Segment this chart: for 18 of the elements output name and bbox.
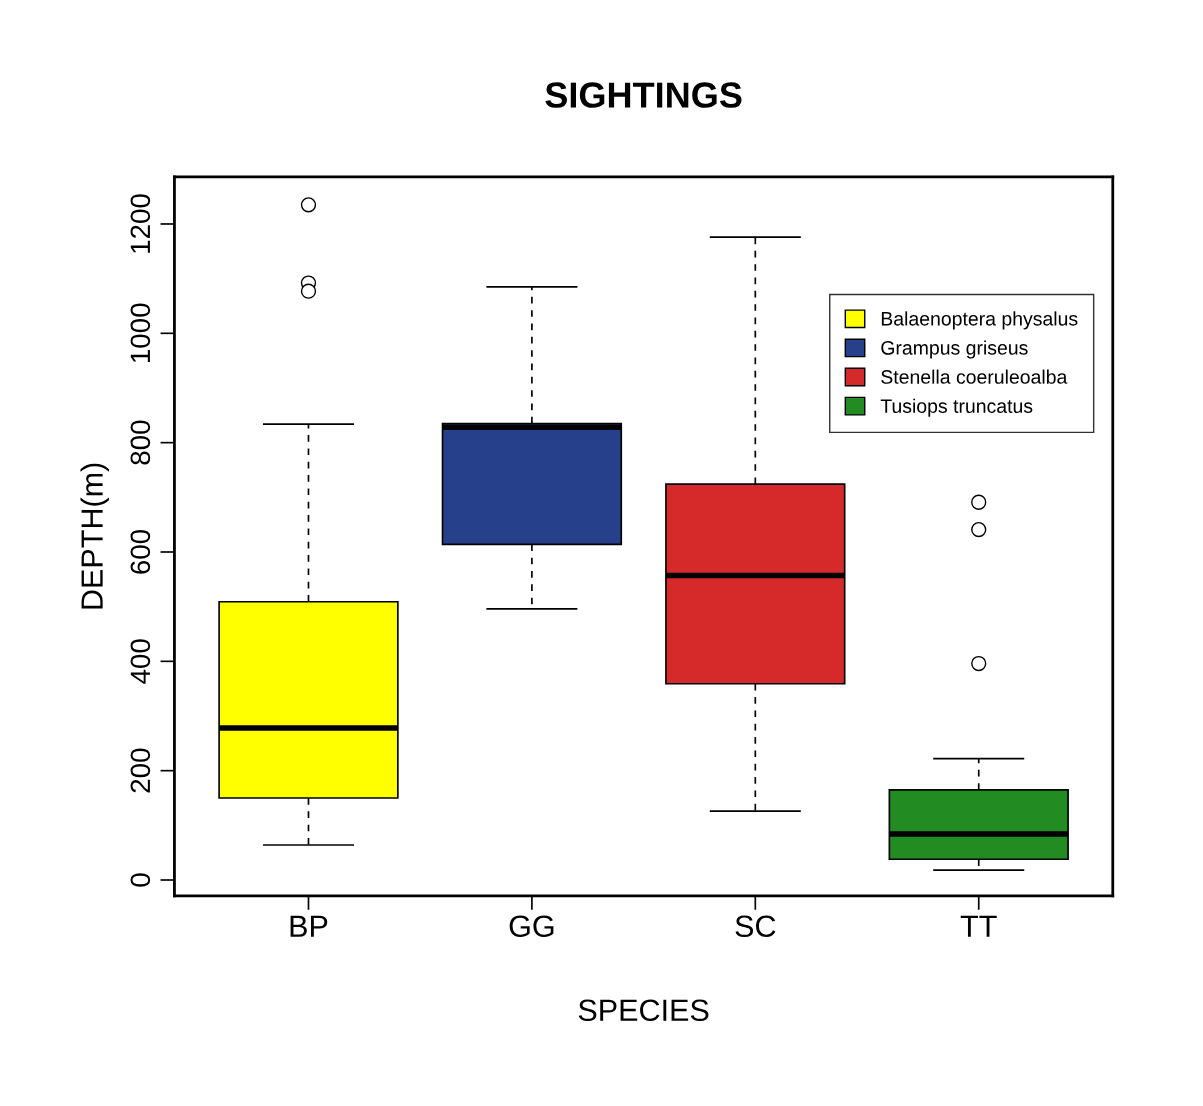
y-tick-label: 800 xyxy=(130,420,151,465)
x-tick-label: SC xyxy=(735,915,776,938)
legend-label: Stenella coeruleoalba xyxy=(881,369,1068,384)
legend-label: Grampus griseus xyxy=(881,340,1028,359)
x-tick-label: TT xyxy=(960,915,997,937)
legend-label: Tusiops truncatus xyxy=(880,398,1033,417)
legend-label: Balaenoptera physalus xyxy=(881,311,1078,330)
y-tick-label: 1200 xyxy=(130,194,151,253)
chart-title: SIGHTINGS xyxy=(545,82,742,108)
x-tick-label: BP xyxy=(290,915,328,937)
y-tick-label: 200 xyxy=(130,748,151,793)
y-tick-label: 600 xyxy=(130,529,151,574)
y-tick-label: 400 xyxy=(130,639,151,684)
y-axis-title: DEPTH(m) xyxy=(80,463,109,609)
x-axis-title: SPECIES xyxy=(578,999,709,1022)
x-tick-label: GG xyxy=(509,915,554,938)
y-tick-label: 0 xyxy=(130,873,151,887)
y-tick-label: 1000 xyxy=(130,303,151,363)
